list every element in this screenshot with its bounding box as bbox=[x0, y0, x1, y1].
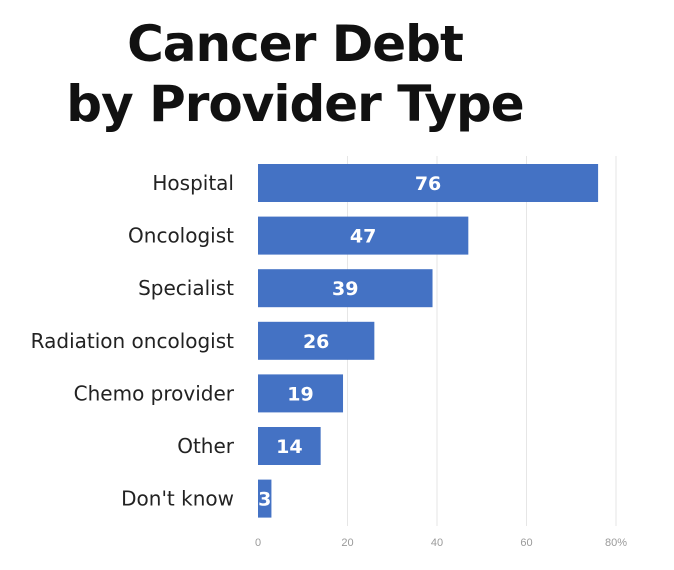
data-label: 19 bbox=[287, 383, 313, 405]
x-tick-label: 20 bbox=[341, 537, 353, 549]
bar bbox=[258, 269, 433, 308]
chart-title-line-2: by Provider Type bbox=[66, 75, 524, 133]
bar bbox=[258, 374, 344, 413]
category-label: Radiation oncologist bbox=[31, 329, 234, 353]
data-label: 26 bbox=[303, 331, 329, 353]
data-label: 76 bbox=[415, 173, 441, 195]
category-label: Chemo provider bbox=[74, 381, 235, 405]
chart-title: Cancer Debt by Provider Type bbox=[0, 14, 590, 134]
x-tick-label: 60 bbox=[520, 537, 532, 549]
x-tick-label: 40 bbox=[431, 537, 443, 549]
category-label: Oncologist bbox=[128, 224, 234, 248]
data-label: 39 bbox=[332, 278, 358, 300]
x-tick-label: 80% bbox=[605, 537, 627, 549]
data-label: 47 bbox=[350, 226, 376, 248]
x-tick-label: 0 bbox=[255, 537, 261, 549]
category-label: Other bbox=[177, 434, 235, 458]
category-label: Hospital bbox=[152, 171, 234, 195]
data-label: 14 bbox=[276, 436, 302, 458]
category-label: Don't know bbox=[121, 487, 234, 511]
category-label: Specialist bbox=[138, 276, 234, 300]
bar bbox=[258, 216, 469, 255]
bar bbox=[258, 479, 272, 518]
bar bbox=[258, 427, 321, 465]
data-label: 3 bbox=[258, 489, 271, 511]
bar bbox=[258, 164, 599, 202]
bar bbox=[258, 321, 375, 360]
chart-title-line-1: Cancer Debt bbox=[127, 15, 464, 73]
